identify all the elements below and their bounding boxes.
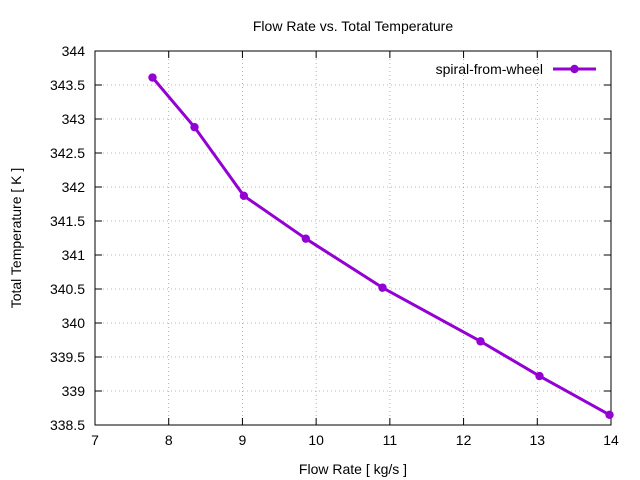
x-tick-label: 11 bbox=[383, 432, 398, 448]
y-tick-label: 341 bbox=[62, 247, 86, 263]
y-tick-label: 342 bbox=[62, 179, 86, 195]
y-tick-label: 342.5 bbox=[50, 145, 85, 161]
x-tick-label: 13 bbox=[529, 432, 545, 448]
data-point bbox=[476, 337, 485, 346]
x-tick-label: 8 bbox=[165, 432, 173, 448]
y-tick-label: 339 bbox=[62, 383, 86, 399]
x-tick-label: 12 bbox=[456, 432, 472, 448]
data-point bbox=[190, 122, 199, 132]
chart-title: Flow Rate vs. Total Temperature bbox=[253, 18, 453, 34]
series-line bbox=[151, 76, 611, 417]
legend-label: spiral-from-wheel bbox=[436, 61, 543, 77]
legend-marker bbox=[570, 64, 579, 74]
ticks: 7 8 9 10 11 12 13 14 338.5 339 339.5 340 340.5 341 341… bbox=[50, 43, 619, 448]
data-point bbox=[605, 410, 614, 419]
y-tick-label: 339.5 bbox=[50, 349, 85, 365]
y-tick-label: 343 bbox=[62, 111, 86, 127]
data-point bbox=[148, 73, 157, 82]
data-point bbox=[239, 191, 249, 201]
data-point bbox=[378, 283, 387, 292]
y-tick-label: 340 bbox=[62, 315, 86, 331]
y-tick-label: 341.5 bbox=[50, 213, 85, 229]
data-point bbox=[301, 234, 311, 243]
plot-frame bbox=[94, 50, 612, 426]
x-tick-label: 7 bbox=[91, 432, 99, 448]
x-axis-label: Flow Rate [ kg/s ] bbox=[299, 461, 407, 477]
series bbox=[148, 73, 614, 419]
x-tick-label: 9 bbox=[239, 432, 247, 448]
data-point bbox=[535, 371, 544, 381]
y-tick-label: 343.5 bbox=[50, 77, 85, 93]
x-tick-label: 10 bbox=[308, 432, 324, 448]
x-tick-label: 14 bbox=[603, 432, 619, 448]
legend: spiral-from-wheel bbox=[436, 61, 596, 77]
y-axis-label: Total Temperature [ K ] bbox=[8, 168, 24, 309]
y-tick-label: 340.5 bbox=[50, 281, 85, 297]
y-tick-label: 344 bbox=[62, 43, 86, 59]
y-tick-label: 338.5 bbox=[50, 417, 85, 433]
